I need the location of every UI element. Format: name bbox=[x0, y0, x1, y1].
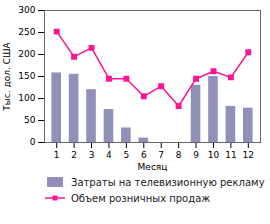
svg-text:3: 3 bbox=[89, 150, 95, 160]
svg-text:6: 6 bbox=[141, 150, 147, 160]
svg-text:5: 5 bbox=[124, 150, 130, 160]
svg-text:Месяц: Месяц bbox=[138, 162, 168, 172]
svg-text:10: 10 bbox=[208, 150, 220, 160]
html-text:Затраты на телевизионную рекла: Затраты на телевизионную рекламу bbox=[71, 176, 265, 188]
svg-text:200: 200 bbox=[18, 49, 35, 59]
svg-text:7: 7 bbox=[158, 150, 164, 160]
svg-text:100: 100 bbox=[18, 93, 35, 103]
svg-text:8: 8 bbox=[176, 150, 182, 160]
svg-text:12: 12 bbox=[243, 150, 254, 160]
svg-text:4: 4 bbox=[106, 150, 112, 160]
svg-text:150: 150 bbox=[18, 71, 35, 81]
svg-text:300: 300 bbox=[18, 5, 35, 15]
svg-text:0: 0 bbox=[30, 137, 36, 147]
svg-text:Тыс. дол. США: Тыс. дол. США bbox=[2, 41, 12, 111]
svg-text:9: 9 bbox=[193, 150, 199, 160]
svg-text:1: 1 bbox=[54, 150, 60, 160]
svg-text:250: 250 bbox=[18, 27, 35, 37]
html-text:Объем розничных продаж: Объем розничных продаж bbox=[71, 192, 211, 204]
svg-text:11: 11 bbox=[225, 150, 236, 160]
svg-text:2: 2 bbox=[71, 150, 77, 160]
svg-text:50: 50 bbox=[24, 115, 36, 125]
